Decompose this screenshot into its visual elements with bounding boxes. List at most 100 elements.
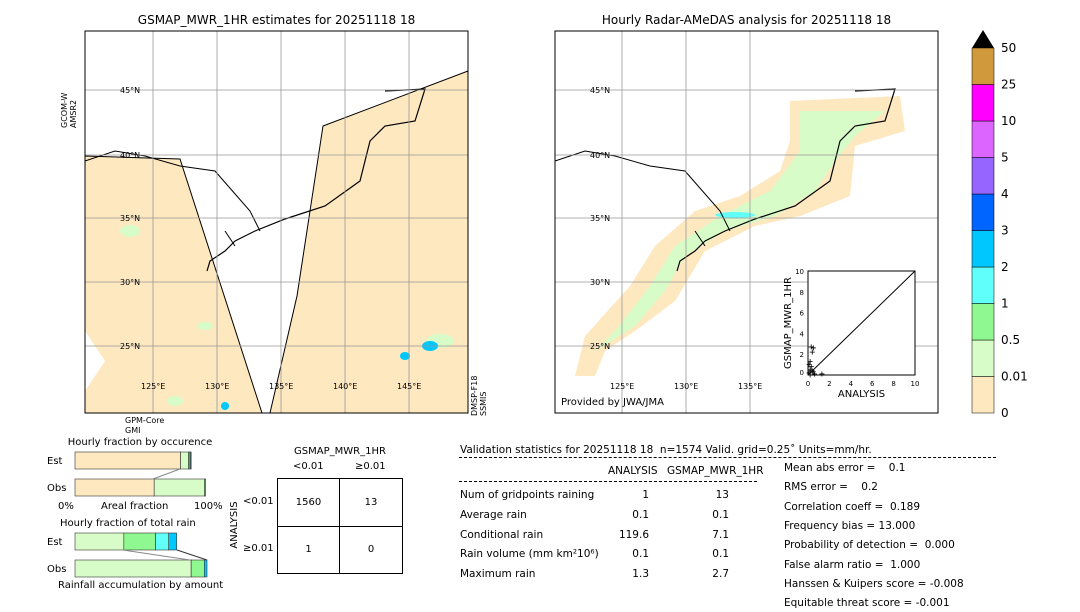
total-rain-obs-segment — [204, 559, 208, 578]
contingency-ylabel: ANALYSIS — [229, 501, 240, 549]
colorbar-label: 0.01 — [1001, 370, 1028, 384]
map-frame — [84, 30, 469, 414]
stats-row-gsmap: 0.1 — [712, 509, 729, 521]
stats-row-analysis: 0.1 — [632, 509, 649, 521]
scatter-point — [808, 364, 814, 370]
score-line: Frequency bias = 13.000 — [784, 519, 916, 532]
right-map: 45°N 40°N 35°N 30°N 25°N 125°E 130°E 135°E 00 2 2 4… — [554, 30, 939, 414]
lon-label: 130°E — [674, 382, 698, 391]
lat-label: 35°N — [120, 214, 140, 223]
colorbar: 0 0.01 0.5 1 2 3 4 5 10 25 50 — [971, 30, 1028, 420]
rain-patch — [120, 225, 140, 237]
scatter-point — [809, 368, 815, 374]
cell-1-1: 0 — [367, 544, 375, 555]
scatter-point — [807, 358, 813, 364]
stats-row-label: Rain volume (mm km²10⁶) — [460, 548, 599, 560]
scatter-point — [808, 344, 814, 350]
lon-label: 140°E — [333, 382, 357, 391]
y-tick-label: 0 — [800, 369, 804, 377]
stats-row-label: Num of gridpoints raining — [460, 489, 595, 501]
y-tick-label: 8 — [800, 289, 804, 297]
contingency-title: GSMAP_MWR_1HR — [294, 446, 386, 457]
sensor-label-bottom: GPM-Core GMI — [125, 416, 165, 435]
scatter-ylabel: GSMAP_MWR_1HR — [783, 277, 794, 369]
x-tick-label: 8 — [891, 380, 895, 388]
left-map-title: GSMAP_MWR_1HR estimates for 20251118 18 — [137, 13, 416, 27]
colorbar-segment — [971, 120, 995, 158]
rain-core — [715, 212, 755, 218]
stats-row-analysis: 1 — [642, 489, 649, 501]
occurrence-chart — [74, 451, 208, 578]
colorbar-label: 50 — [1001, 41, 1016, 55]
stats-col-gsmap: GSMAP_MWR_1HR — [667, 465, 764, 477]
scatter-point — [807, 367, 813, 373]
colorbar-segment — [971, 230, 995, 268]
connector — [176, 549, 208, 561]
lon-label: 135°E — [738, 382, 762, 391]
sensor-label-left: GCOM-W AMSR2 — [60, 92, 78, 128]
y-tick-label: 6 — [800, 310, 805, 318]
stats-header: Validation statistics for 20251118 18 n=… — [460, 444, 872, 456]
lat-label: 25°N — [120, 342, 140, 351]
colorbar-segment — [971, 339, 995, 377]
lon-label: 125°E — [141, 382, 165, 391]
colorbar-segment — [971, 303, 995, 341]
stats-row-label: Conditional rain — [460, 529, 544, 541]
occurrence-title: Hourly fraction by occurence — [67, 437, 213, 448]
occurrence-xmax: 100% — [194, 501, 223, 512]
contingency-row-0: <0.01 — [243, 496, 274, 507]
colorbar-segment — [971, 193, 995, 231]
x-tick-label: 2 — [827, 380, 831, 388]
total-rain-obs-segment — [74, 559, 192, 578]
total-rain-est-segment — [168, 532, 177, 551]
contingency-col-1: ≥0.01 — [355, 461, 386, 472]
stats-row-analysis: 1.3 — [632, 568, 649, 580]
stats-row-gsmap: 13 — [715, 489, 729, 501]
scatter-point — [809, 349, 815, 355]
occurrence-obs-segment — [74, 478, 155, 497]
stats-row-label: Maximum rain — [460, 568, 536, 580]
total-rain-est-segment — [74, 532, 125, 551]
x-tick-label: 0 — [806, 380, 810, 388]
lon-label: 145°E — [397, 382, 421, 391]
occurrence-est-segment — [190, 451, 192, 470]
score-line: False alarm ratio = 1.000 — [784, 558, 921, 571]
scatter-point — [819, 371, 825, 377]
x-tick-label: 6 — [870, 380, 875, 388]
score-line: Equitable threat score = -0.001 — [784, 597, 950, 610]
colorbar-label: 0 — [1001, 406, 1009, 420]
colorbar-extend-triangle — [972, 30, 994, 48]
occurrence-xlabel: Areal fraction — [101, 501, 169, 512]
colorbar-label: 0.5 — [1001, 333, 1020, 347]
total-rain-est-segment — [155, 532, 170, 551]
total-rain-title: Hourly fraction of total rain — [60, 518, 196, 529]
rain-patch — [167, 396, 183, 406]
rain-patch — [197, 322, 213, 330]
scatter-point — [811, 371, 817, 377]
stats-row-analysis: 0.1 — [632, 548, 649, 560]
scatter-point — [807, 372, 813, 378]
y-tick-label: 10 — [795, 268, 804, 276]
rain-light — [595, 111, 885, 351]
colorbar-label: 3 — [1001, 224, 1009, 238]
occurrence-est-segment — [180, 451, 189, 470]
stats-row-analysis: 119.6 — [618, 529, 649, 541]
scatter-diagonal — [807, 270, 916, 376]
connector — [122, 549, 191, 561]
scatter-point — [806, 362, 812, 368]
rain-core — [221, 402, 229, 410]
credit-text: Provided by JWA/JMA — [561, 397, 664, 408]
lat-label: 40°N — [120, 151, 140, 160]
colorbar-segment — [971, 266, 995, 304]
lat-label: 35°N — [590, 214, 610, 223]
total-rain-obs-segment — [190, 559, 205, 578]
colorbar-label: 1 — [1001, 297, 1009, 311]
colorbar-label: 25 — [1001, 78, 1016, 92]
cell-0-0: 1560 — [295, 497, 322, 508]
occurrence-xmin: 0% — [58, 501, 74, 512]
scatter-xlabel: ANALYSIS — [838, 389, 885, 400]
lat-label: 45°N — [590, 86, 610, 95]
occurrence-est-segment — [74, 451, 181, 470]
lon-label: 135°E — [269, 382, 293, 391]
total-rain-est-segment — [123, 532, 156, 551]
